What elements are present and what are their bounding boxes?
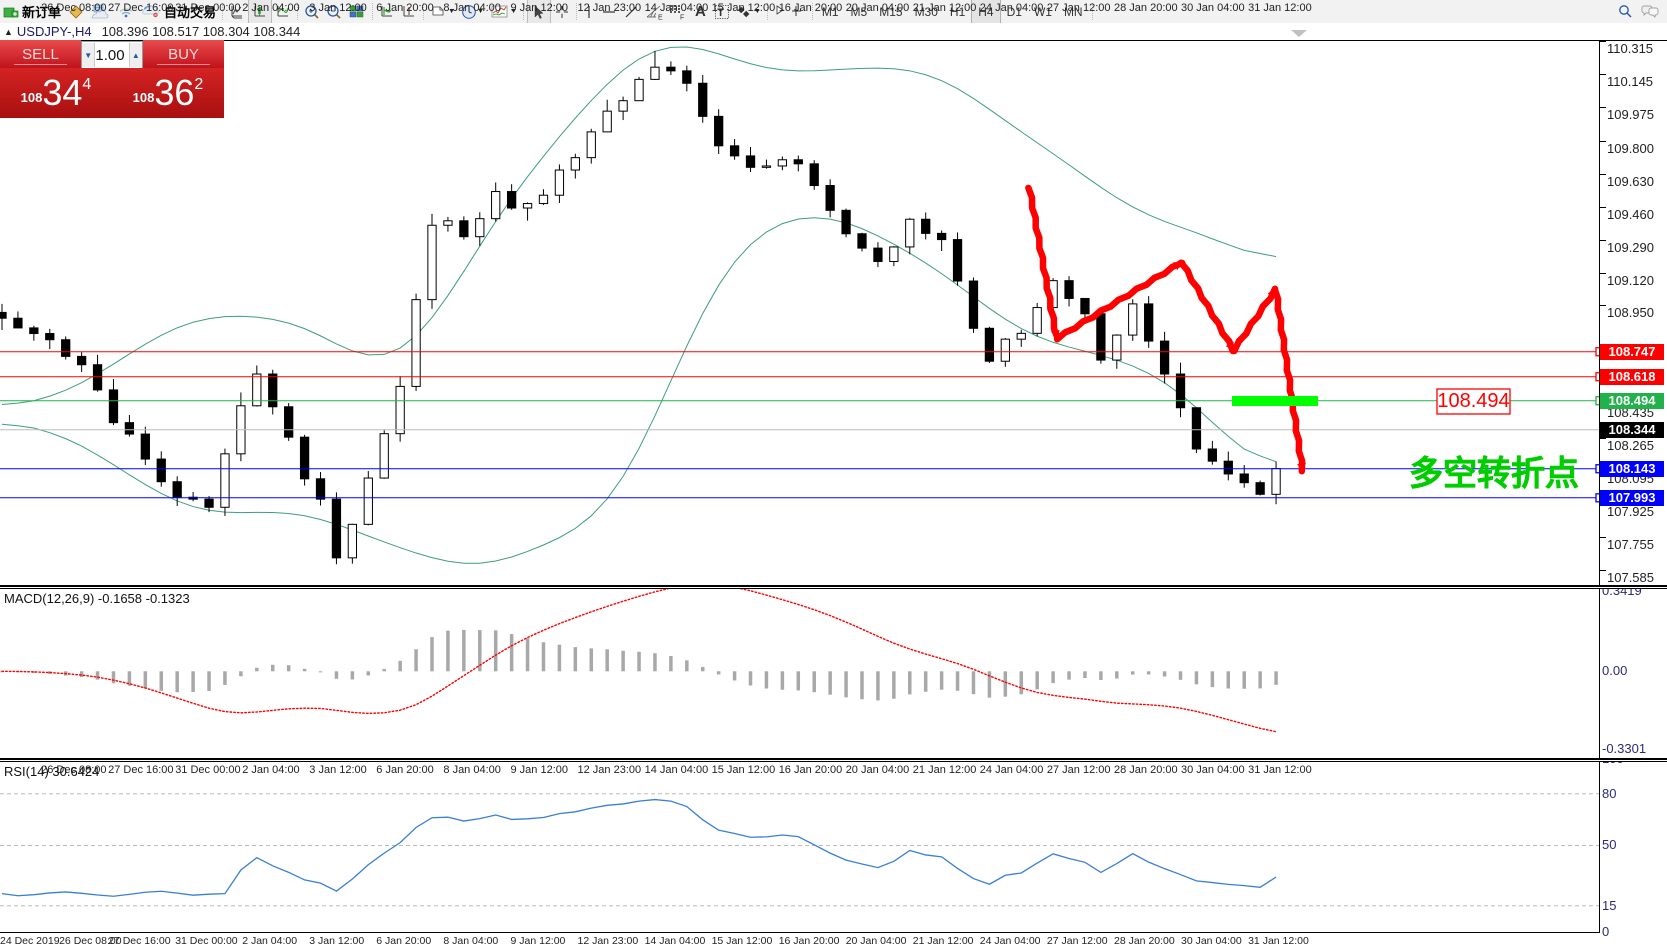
svg-text:108.494: 108.494 <box>1437 390 1509 412</box>
svg-text:E: E <box>658 14 663 20</box>
svg-text:F: F <box>680 14 684 20</box>
svg-text:多空转折点: 多空转折点 <box>1409 455 1579 493</box>
